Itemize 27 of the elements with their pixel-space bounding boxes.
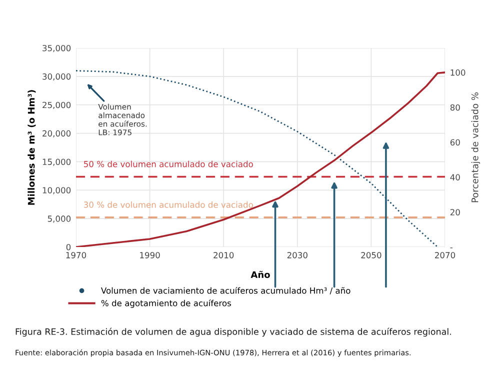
x-tick-label: 2010 — [214, 252, 234, 258]
legend-label: Volumen de vaciamiento de acuíferos acumulado Hm³ / año — [101, 286, 350, 294]
ref-line-label: 50 % de volumen acumulado de vaciado — [84, 160, 253, 168]
text: Figura RE-3. Estimación de volumen de agua disponible y vaciado de sistema de acuíferos regional. — [16, 328, 451, 337]
x-tick-label: 2050 — [361, 252, 382, 258]
y-tick-label: 15,000 — [42, 158, 71, 166]
y-tick-label: 20,000 — [42, 130, 71, 138]
x-axis-title: Año — [250, 270, 270, 278]
y2-tick-label: 80 — [450, 104, 460, 111]
x-tick-label: 1970 — [66, 252, 86, 258]
y-tick-label: 30,000 — [42, 73, 71, 81]
y2-tick-label: 60 — [450, 139, 460, 146]
y2-tick-label: 40 — [450, 174, 460, 180]
x-tick-label: 2030 — [287, 252, 308, 258]
y2-axis-title: Porcentaje de vaciado % — [471, 92, 480, 202]
y-axis-title: Millones de m³ (o Hm³) — [28, 90, 36, 205]
legend-label: % de agotamiento de acuíferos — [101, 300, 231, 308]
y-tick-label: 10,000 — [42, 187, 71, 194]
y-tick-label: 5,000 — [48, 216, 71, 223]
y2-tick-label: 100 — [450, 69, 466, 76]
x-tick-label: 1990 — [140, 252, 160, 258]
y-tick-label: 35,000 — [42, 44, 71, 52]
y-tick-label: 25,000 — [42, 102, 71, 109]
x-tick-label: 2070 — [435, 252, 456, 258]
ref-line-label: 30 % de volumen acumulado de vaciado — [84, 201, 253, 208]
y2-tick-label: 20 — [450, 209, 460, 216]
y-tick-label: 0 — [66, 244, 71, 250]
